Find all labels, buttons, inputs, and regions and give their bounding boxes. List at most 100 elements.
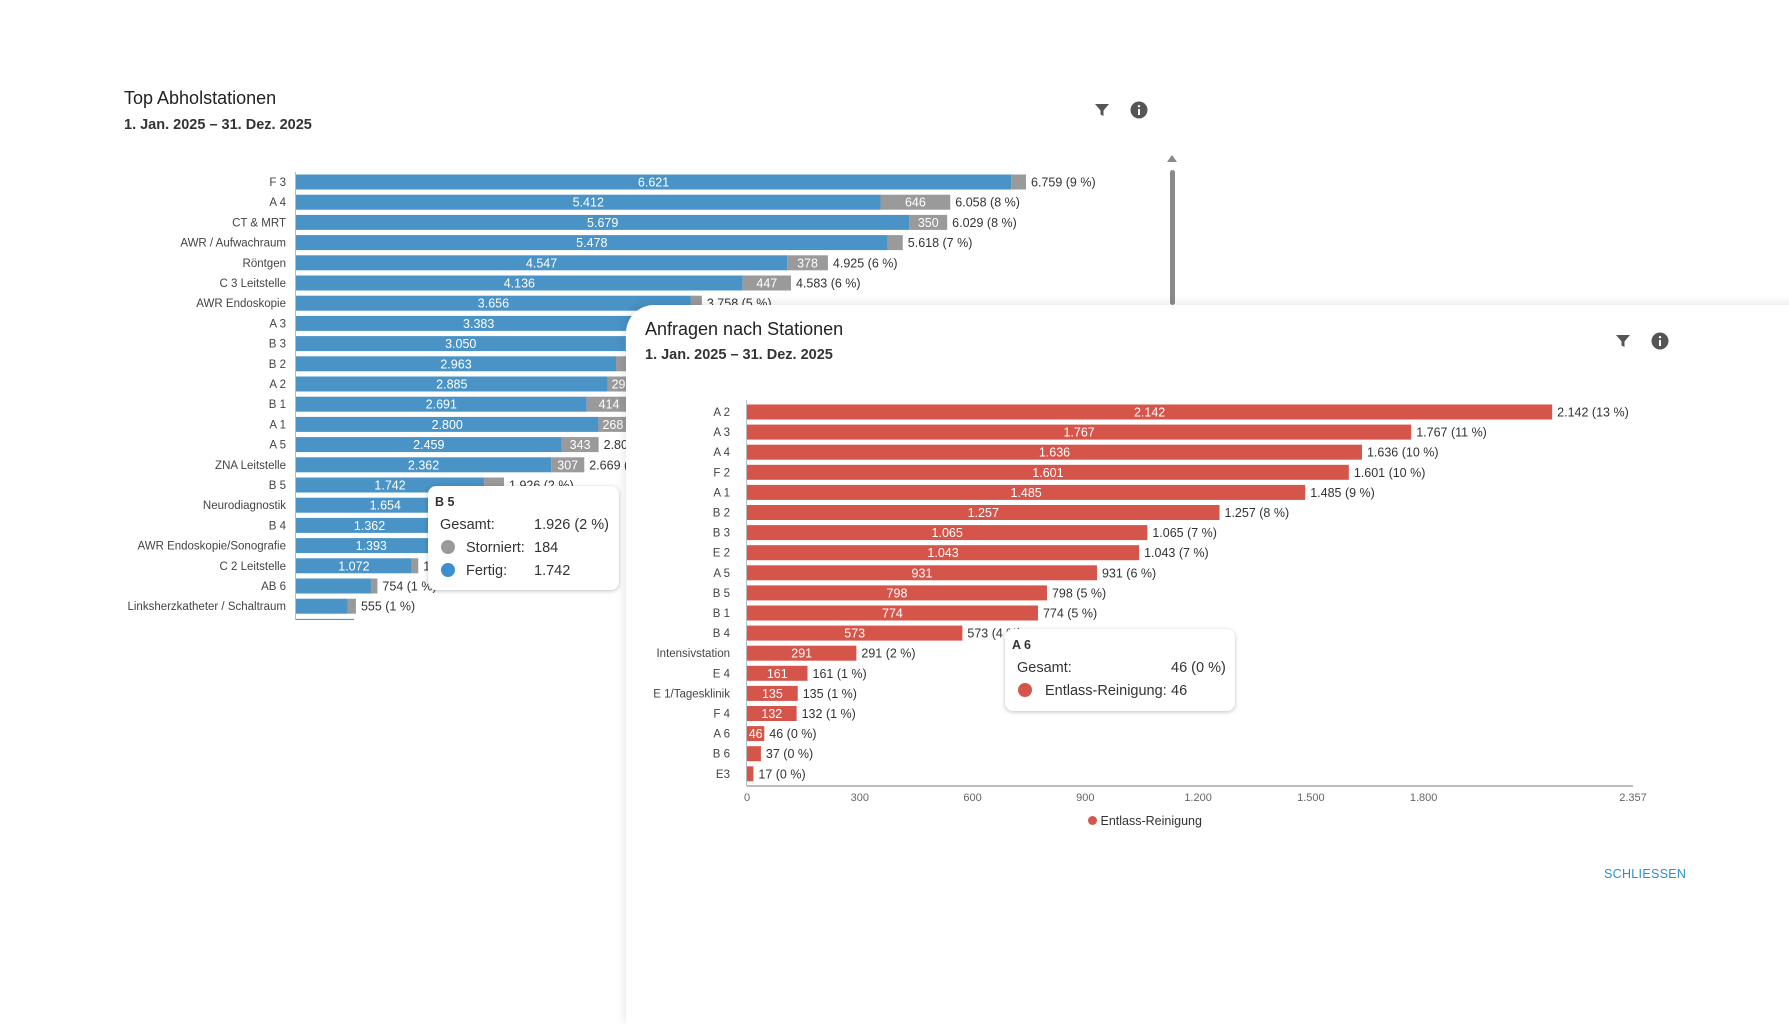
- tooltip-storniert-value: 184: [534, 540, 559, 556]
- close-button[interactable]: SCHLIESSEN: [1604, 867, 1687, 881]
- category-label: B 3: [713, 528, 730, 540]
- bar-fertig: [296, 517, 444, 533]
- tooltip-series-label: Entlass-Reinigung:: [1045, 683, 1167, 699]
- legend-entlass-reinigung[interactable]: Entlass-Reinigung: [1088, 814, 1202, 828]
- bar-fertig: [296, 578, 371, 594]
- category-label: A 4: [269, 197, 286, 209]
- tooltip-title: A 6: [1012, 638, 1031, 652]
- bar-storniert: [370, 578, 378, 594]
- bar-total-label: 2.142 (13 %): [1557, 406, 1629, 420]
- bar-fertig-label: 2.691: [426, 398, 457, 412]
- bar-total-label: 4.925 (6 %): [833, 256, 898, 270]
- bar-fertig: [296, 315, 662, 331]
- bar-entlass: [747, 726, 765, 742]
- bar-total-label: 2.669 (: [589, 458, 629, 472]
- bar-value-label: 46: [749, 727, 763, 741]
- bar-entlass: [747, 545, 1140, 561]
- info-icon[interactable]: [1650, 331, 1670, 351]
- category-label: F 3: [269, 177, 286, 189]
- bar-value-label: 1.043: [927, 546, 958, 560]
- bar-total-label: 6.759 (9 %): [1031, 176, 1096, 190]
- bar-total-label: 1.601 (10 %): [1354, 466, 1426, 480]
- bar-storniert: [690, 295, 702, 311]
- bar-total-label: 1: [423, 559, 430, 573]
- bar-fertig: [296, 174, 1012, 190]
- bar-total-label: 161 (1 %): [813, 667, 867, 681]
- bar-value-label: 774: [882, 607, 903, 621]
- tooltip-gesamt-value: 46 (0 %): [1171, 660, 1226, 676]
- bar-value-label: 1.767: [1063, 426, 1094, 440]
- bar-total-label: 1.257 (8 %): [1225, 506, 1290, 520]
- bar-storniert: [1011, 174, 1026, 190]
- bar-storniert-label: 307: [557, 458, 578, 472]
- category-label: Röntgen: [243, 258, 286, 270]
- bar-total-label: 37 (0 %): [766, 747, 813, 761]
- left-chart-subtitle: 1. Jan. 2025 – 31. Dez. 2025: [124, 117, 312, 133]
- bar-total-label: 5.618 (7 %): [908, 236, 973, 250]
- category-label: B 4: [713, 628, 731, 640]
- bar-total-label: 798 (5 %): [1052, 586, 1106, 600]
- category-label: A 4: [713, 447, 730, 459]
- bar-entlass: [747, 685, 798, 701]
- bar-entlass: [747, 464, 1349, 480]
- bar-total-label: 1.767 (11 %): [1416, 426, 1487, 440]
- bar-total-label: 754 (1 %): [382, 580, 436, 594]
- bar-fertig-label: 1.742: [374, 479, 405, 493]
- category-label: C 2 Leitstelle: [220, 561, 286, 573]
- bar-fertig: [296, 214, 910, 230]
- bar-fertig-label: 6.621: [638, 176, 669, 190]
- bar-fertig-label: 1.072: [338, 559, 369, 573]
- bar-value-label: 1.485: [1010, 486, 1041, 500]
- bar-entlass: [747, 404, 1553, 420]
- category-label: B 6: [713, 749, 730, 761]
- bar-storniert-label: 343: [570, 438, 591, 452]
- bar-fertig: [296, 437, 562, 453]
- bar-entlass: [747, 625, 963, 641]
- category-label: B 2: [713, 508, 730, 520]
- scroll-up-arrow-icon[interactable]: [1167, 155, 1177, 162]
- category-label: A 2: [269, 379, 286, 391]
- bar-entlass: [747, 424, 1412, 440]
- bar-value-label: 931: [912, 566, 933, 580]
- bar-total-label: 6.058 (8 %): [955, 196, 1020, 210]
- category-label: Neurodiagnostik: [203, 500, 286, 512]
- legend-label: Entlass-Reinigung: [1100, 814, 1202, 828]
- bar-fertig: [296, 396, 587, 412]
- storniert-dot-icon: [441, 540, 455, 554]
- info-icon[interactable]: [1129, 100, 1149, 120]
- bar-total-label: 1.485 (9 %): [1310, 486, 1375, 500]
- category-label: F 2: [713, 467, 730, 479]
- filter-icon[interactable]: [1092, 100, 1112, 120]
- bar-total-label: 1.636 (10 %): [1367, 446, 1439, 460]
- scrollbar-thumb[interactable]: [1170, 170, 1175, 305]
- bar-storniert: [880, 194, 951, 210]
- bar-storniert-label: 350: [918, 216, 939, 230]
- bar-fertig: [296, 255, 788, 271]
- category-label: ZNA Leitstelle: [215, 460, 286, 472]
- bar-fertig: [296, 558, 412, 574]
- tooltip-fertig-label: Fertig:: [466, 563, 508, 579]
- bar-total-label: 774 (5 %): [1043, 607, 1097, 621]
- bar-fertig: [296, 416, 599, 432]
- tooltip-fertig-value: 1.742: [534, 563, 571, 579]
- bar-total-label: 6.029 (8 %): [952, 216, 1017, 230]
- bar-fertig-label: 1.393: [356, 539, 387, 553]
- bar-entlass: [747, 484, 1306, 500]
- left-chart-title: Top Abholstationen: [124, 88, 277, 108]
- bar-total-label: 46 (0 %): [769, 727, 816, 741]
- bar-storniert: [411, 558, 419, 574]
- category-label: B 4: [269, 520, 287, 532]
- bar-entlass: [747, 665, 808, 681]
- bar-fertig: [296, 356, 617, 372]
- bar-total-label: 4.583 (6 %): [796, 277, 861, 291]
- bar-fertig-label: 5.412: [573, 196, 604, 210]
- bar-fertig: [296, 336, 626, 352]
- filter-icon[interactable]: [1613, 331, 1633, 351]
- x-tick-label: 1.500: [1297, 792, 1325, 804]
- anfragen-card: 0 300 600 900 1.200 1.500 1.800 2.357 A 2 2.142 2.…: [626, 305, 1789, 1025]
- category-label: F 4: [713, 709, 730, 721]
- bar-fertig-label: 2.963: [440, 357, 471, 371]
- bar-fertig: [296, 295, 691, 311]
- category-label: AWR Endoskopie: [196, 298, 286, 310]
- category-label: E 1/Tagesklinik: [653, 688, 730, 700]
